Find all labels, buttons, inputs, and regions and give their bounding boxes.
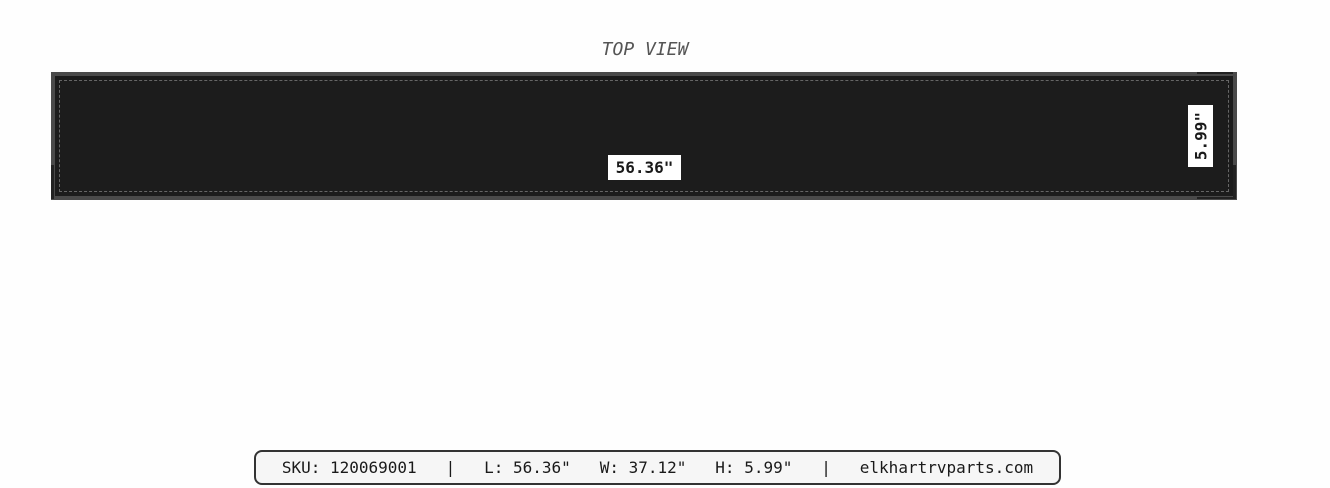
spec-footer: SKU: 120069001 | L: 56.36" W: 37.12" H: … <box>254 450 1061 485</box>
length-dimension-label: 56.36" <box>608 155 681 180</box>
dimension-tick-top <box>1197 72 1233 74</box>
dimension-tick-left <box>51 165 54 199</box>
height-dimension-text: 5.99" <box>1191 111 1210 161</box>
dashed-outline <box>59 80 1229 192</box>
part-top-view <box>51 72 1237 200</box>
view-title: TOP VIEW <box>601 39 689 60</box>
dimension-tick-right <box>1233 165 1236 199</box>
dimension-tick-bottom <box>1197 197 1233 199</box>
height-dimension-label: 5.99" <box>1188 105 1213 167</box>
